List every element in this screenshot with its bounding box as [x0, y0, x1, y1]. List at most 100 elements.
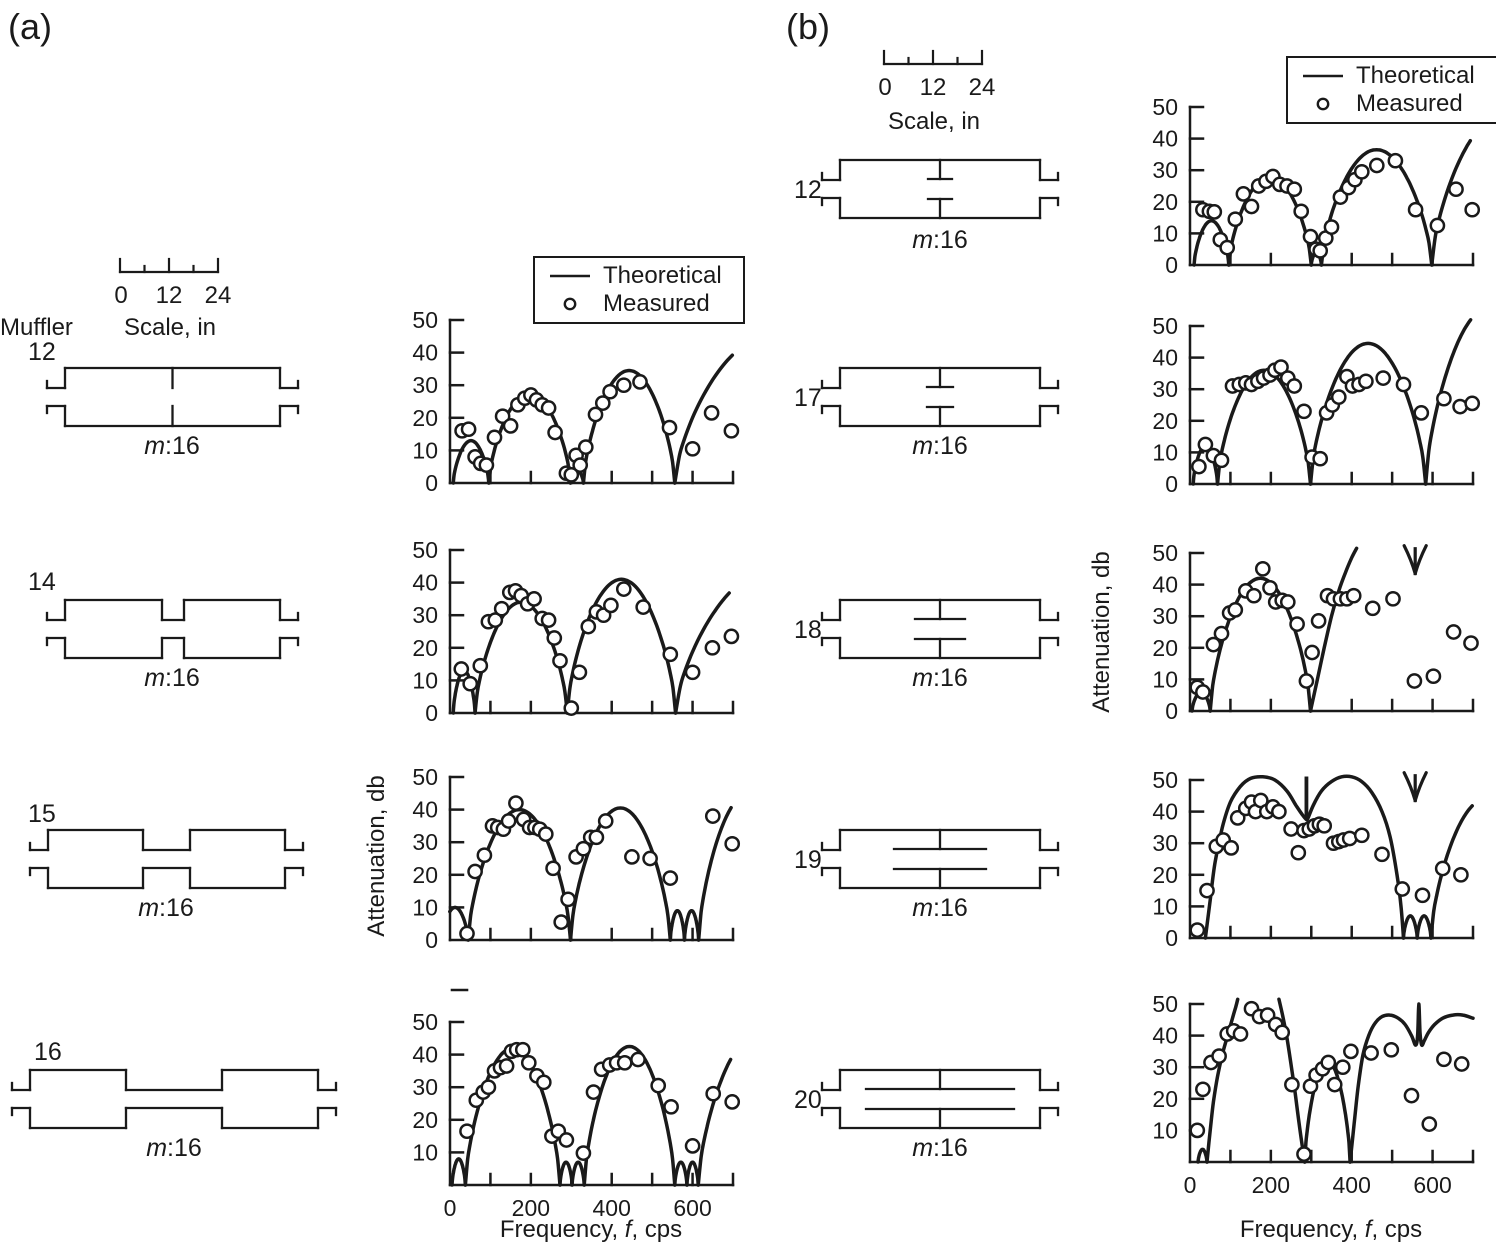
m-symbol: m: [912, 1134, 934, 1162]
muffler-a15-m-label: m:16: [138, 894, 194, 923]
svg-text:40: 40: [1152, 1023, 1178, 1049]
measured-point: [585, 1084, 602, 1100]
measured-point: [1296, 403, 1312, 420]
measured-point: [663, 1098, 679, 1115]
muffler-b18-number: 18: [794, 616, 822, 644]
measured-point: [1434, 860, 1451, 877]
measured-point: [1195, 1081, 1211, 1098]
x-axis-title-panel-a: Frequency, f, cps: [500, 1216, 682, 1244]
y-tick-labels: 0 10 20 30 40 50: [1152, 313, 1178, 497]
measured-point: [615, 377, 632, 394]
chart-a4-muffler-16: 10 20 30 40 50 0 200 400 600: [412, 988, 741, 1221]
measured-point: [1368, 157, 1385, 174]
measured-point: [1343, 1043, 1359, 1060]
measured-point: [1279, 594, 1296, 610]
svg-text:0: 0: [425, 927, 438, 953]
measured-point: [1213, 625, 1230, 642]
x-tick-labels: 0 200 400 600: [444, 1195, 712, 1221]
measured-point: [703, 405, 720, 421]
measured-point: [1394, 881, 1411, 897]
measured-point: [1271, 803, 1287, 820]
measured-points: [1189, 792, 1469, 938]
measured-point: [1445, 624, 1462, 640]
measured-point: [1421, 1116, 1438, 1132]
measured-point: [1464, 201, 1481, 218]
svg-text:30: 30: [1152, 157, 1178, 183]
measured-point-sample: [1300, 95, 1346, 113]
y-tick-labels: 0 10 20 30 40 50: [412, 537, 438, 726]
svg-text:50: 50: [412, 1009, 438, 1035]
measured-point: [540, 612, 557, 628]
muffler-b19-diagram: [820, 828, 1060, 890]
panel-a-label: (a): [8, 6, 52, 47]
measured-point: [1383, 1041, 1400, 1058]
legend-theoretical-label: Theoretical: [603, 262, 722, 289]
measured-point: [1429, 217, 1446, 234]
off-scale-arrow-icon: [1402, 544, 1428, 576]
svg-text:200: 200: [1252, 1172, 1290, 1198]
x-title-f-symbol: f: [624, 1216, 632, 1243]
theoretical-curve: [451, 577, 731, 715]
measured-point: [723, 628, 740, 645]
measured-point: [459, 1123, 475, 1140]
m-symbol: m: [912, 226, 934, 254]
measured-point: [594, 395, 611, 411]
measured-point: [487, 612, 504, 628]
svg-text:50: 50: [1152, 313, 1178, 339]
svg-text:10: 10: [412, 1139, 438, 1165]
measured-point: [1353, 163, 1370, 180]
measured-point: [1274, 1024, 1291, 1041]
svg-text:30: 30: [412, 602, 438, 628]
svg-text:30: 30: [412, 1074, 438, 1100]
measured-point: [704, 639, 721, 656]
svg-text:20: 20: [1152, 408, 1178, 434]
scale-b-tick-12: 12: [919, 74, 947, 101]
measured-point: [453, 661, 470, 677]
measured-point: [1464, 395, 1481, 412]
x-title-post: , cps: [1371, 1216, 1423, 1243]
measured-point: [1375, 370, 1392, 386]
measured-point: [1284, 1076, 1300, 1093]
axes: [1188, 551, 1475, 713]
x-title-f-symbol: f: [1364, 1216, 1372, 1243]
measured-point: [526, 591, 542, 607]
measured-point: [1304, 644, 1320, 661]
measured-point: [704, 808, 721, 824]
muffler-a15-number: 15: [28, 800, 56, 828]
measured-point: [587, 406, 604, 423]
measured-point: [1189, 922, 1206, 938]
measured-point: [724, 835, 741, 852]
measured-point: [1453, 866, 1469, 883]
scale-a-tick-0: 0: [114, 282, 128, 309]
svg-text:50: 50: [412, 537, 438, 563]
measured-point: [1273, 359, 1289, 375]
measured-points: [1189, 1000, 1470, 1162]
measured-point: [662, 646, 679, 663]
svg-text:0: 0: [1165, 471, 1178, 497]
measured-point: [684, 664, 701, 681]
measured-point: [462, 675, 479, 692]
measured-point: [684, 440, 701, 457]
measured-point: [602, 383, 618, 400]
svg-text:0: 0: [1184, 1172, 1197, 1198]
svg-text:400: 400: [1333, 1172, 1371, 1198]
chart-b4-muffler-19: 0 10 20 30 40 50: [1152, 767, 1475, 951]
svg-text:30: 30: [412, 829, 438, 855]
measured-point: [1436, 1051, 1452, 1068]
measured-point: [508, 795, 524, 811]
measured-points: [459, 795, 741, 942]
m-value: :16: [165, 664, 200, 692]
muffler-a14-m-label: m:16: [144, 664, 200, 693]
measured-point: [1448, 181, 1464, 198]
muffler-b17-number: 17: [794, 384, 822, 412]
measured-point: [563, 700, 580, 716]
x-axis-title-panel-b: Frequency, f, cps: [1240, 1216, 1422, 1244]
y-tick-labels: 0 10 20 30 40 50: [412, 764, 438, 953]
measured-point: [577, 439, 594, 455]
measured-point: [514, 1041, 531, 1058]
chart-b5-muffler-20: 10 20 30 40 50 0 200 400 600: [1152, 991, 1475, 1198]
theoretical-curve: [1203, 774, 1474, 940]
theoretical-curve: [1192, 138, 1473, 267]
